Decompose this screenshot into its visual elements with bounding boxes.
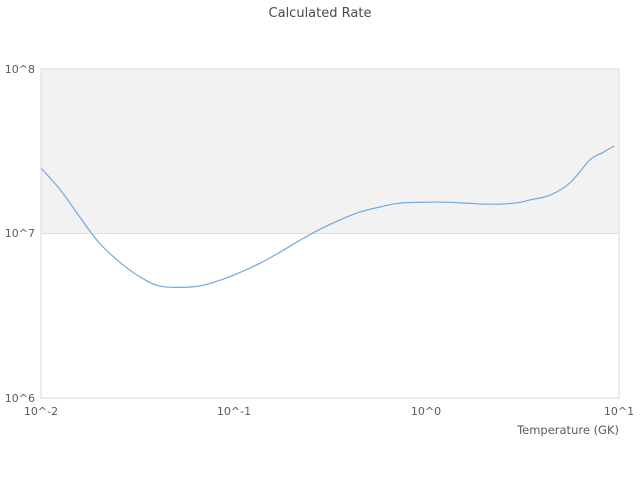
plot-frame (40, 68, 620, 399)
x-axis-label: Temperature (GK) (516, 423, 619, 437)
x-tick-1e1: 10^1 (604, 405, 634, 418)
x-tick-1e-2: 10^-2 (24, 405, 58, 418)
chart-title: Calculated Rate (269, 6, 372, 21)
y-tick-1e6: 10^6 (5, 392, 35, 405)
x-tick-1e-1: 10^-1 (217, 405, 251, 418)
y-tick-1e7: 10^7 (5, 227, 35, 240)
highlight-band (41, 69, 619, 234)
y-tick-1e8: 10^8 (5, 63, 35, 76)
x-tick-1e0: 10^0 (411, 405, 441, 418)
rate-line (40, 145, 615, 289)
